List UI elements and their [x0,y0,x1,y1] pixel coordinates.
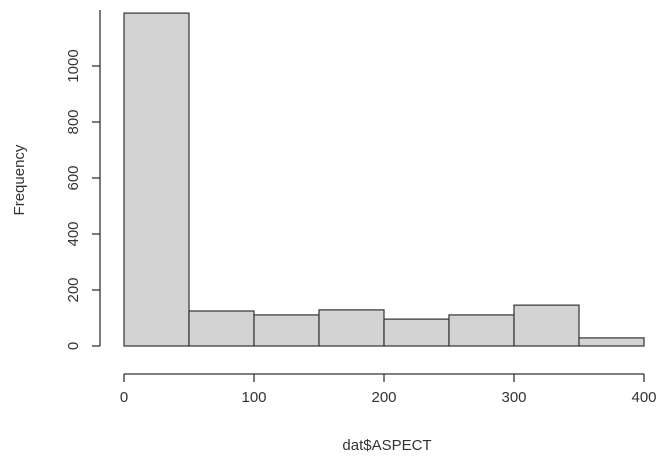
y-tick-label: 1000 [65,49,82,82]
x-tick-label: 0 [120,389,128,406]
x-tick-label: 100 [241,389,266,406]
bar [123,12,190,347]
bar [188,310,255,347]
bar [513,304,580,347]
y-tick-label: 0 [65,342,82,350]
bar [578,337,645,347]
x-tick-label: 300 [501,389,526,406]
bar [383,318,450,347]
y-tick-label: 800 [65,109,82,134]
y-tick-label: 600 [65,165,82,190]
y-tick-label: 400 [65,221,82,246]
x-axis-label: dat$ASPECT [342,437,431,454]
y-tick-label: 200 [65,277,82,302]
bar [448,314,515,347]
x-tick-label: 400 [631,389,656,406]
bar [318,309,385,347]
y-axis-label: Frequency [11,144,28,215]
x-tick-label: 200 [371,389,396,406]
bar [253,314,320,347]
